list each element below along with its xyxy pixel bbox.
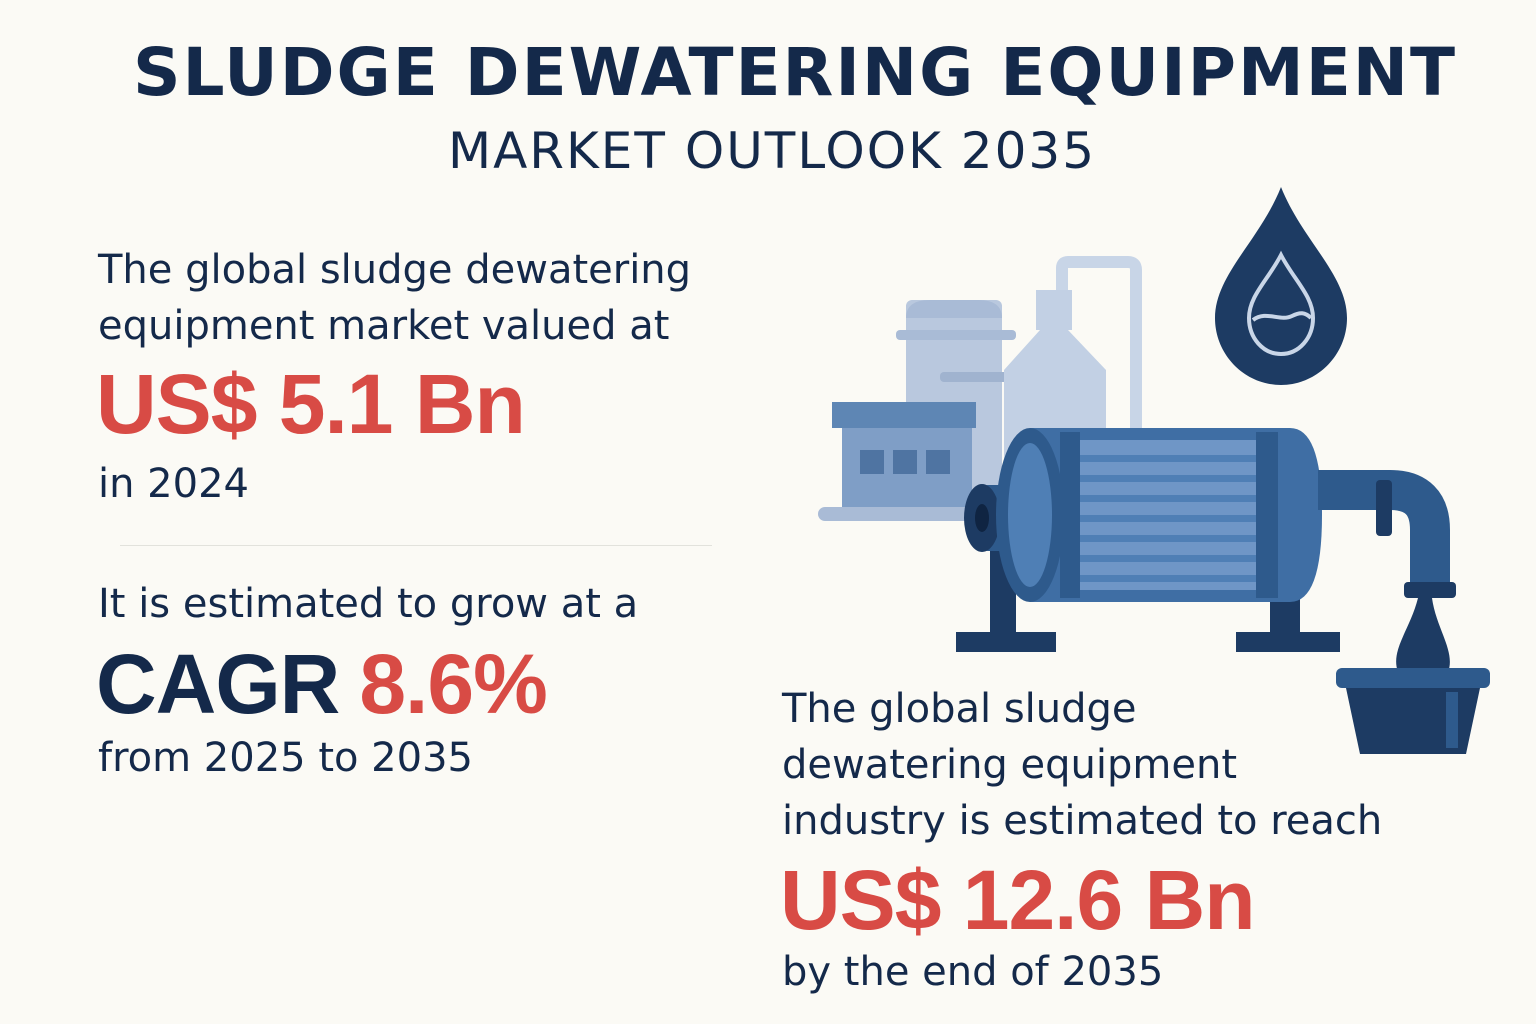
- dewatering-machine-illustration: [956, 428, 1456, 652]
- sludge-tray-icon: [1336, 598, 1490, 754]
- cagr-label: CAGR: [96, 637, 340, 731]
- stat-current-intro-line2: equipment market valued at: [98, 303, 670, 349]
- water-drop-icon: [1215, 187, 1347, 385]
- stat-growth-cagr: CAGR 8.6%: [96, 642, 548, 726]
- stat-current-value: US$ 5.1 Bn: [96, 357, 526, 451]
- stat-growth-period: from 2025 to 2035: [98, 735, 473, 781]
- stat-current-intro-line1: The global sludge dewatering: [98, 247, 692, 293]
- stat-forecast-period: by the end of 2035: [782, 949, 1164, 995]
- cagr-value: 8.6%: [359, 637, 547, 731]
- page-title: SLUDGE DEWATERING EQUIPMENT: [132, 34, 1458, 111]
- stat-growth-intro: It is estimated to grow at a: [98, 581, 639, 627]
- stat-forecast-intro-line3: industry is estimated to reach: [782, 798, 1383, 844]
- stat-current-period: in 2024: [98, 461, 249, 507]
- stat-forecast-value: US$ 12.6 Bn: [780, 853, 1256, 947]
- section-divider: [120, 545, 712, 546]
- stat-forecast-intro-line1: The global sludge: [782, 686, 1137, 732]
- page-subtitle: MARKET OUTLOOK 2035: [447, 122, 1097, 180]
- stat-forecast-intro-line2: dewatering equipment: [782, 742, 1237, 788]
